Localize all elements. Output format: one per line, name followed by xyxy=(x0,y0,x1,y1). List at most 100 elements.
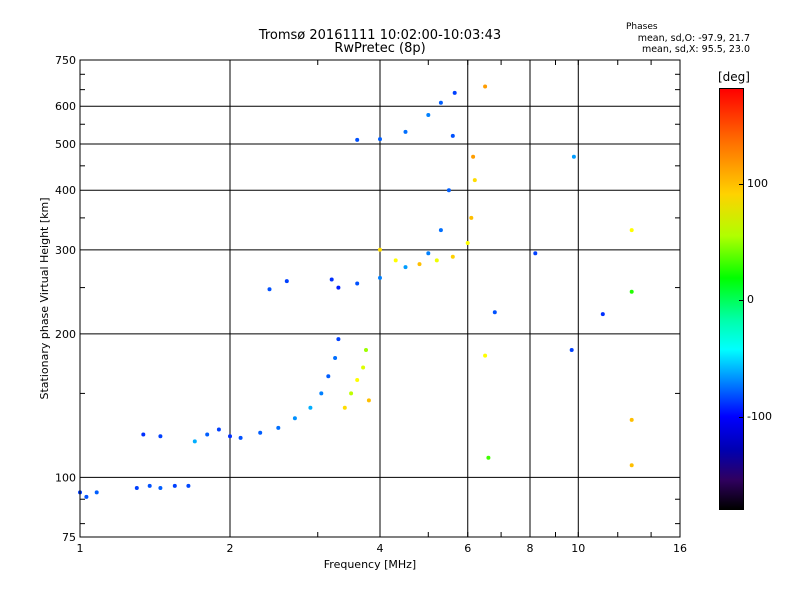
scatter-point xyxy=(426,113,431,117)
scatter-point xyxy=(378,247,382,252)
scatter-point xyxy=(329,277,334,282)
scatter-point xyxy=(333,356,338,360)
scatter-point xyxy=(84,494,89,499)
y-tick-label: 750 xyxy=(55,54,76,67)
scatter-point xyxy=(336,285,341,290)
scatter-point xyxy=(438,228,443,233)
stats-line-x: mean, sd,X: 95.5, 23.0 xyxy=(641,44,750,55)
scatter-point xyxy=(355,137,360,142)
scatter-point xyxy=(216,427,221,432)
scatter-points xyxy=(78,84,634,499)
y-axis-label: Stationary phase Virtual Height [km] xyxy=(38,197,51,399)
colorbar-tick-mark xyxy=(739,417,744,418)
scatter-point xyxy=(355,378,360,382)
x-tick-label: 2 xyxy=(227,542,234,555)
scatter-point xyxy=(94,490,99,495)
scatter-point xyxy=(438,100,443,105)
scatter-point xyxy=(308,405,313,410)
y-tick-label: 600 xyxy=(55,100,76,113)
axis-ticks: 1 2 4 6 8 10 16 75 100 200 300 400 500 600 750 xyxy=(55,54,687,555)
scatter-point xyxy=(533,251,538,256)
grid-lines xyxy=(80,60,680,537)
scatter-point xyxy=(258,430,263,435)
scatter-point xyxy=(472,178,477,183)
scatter-point xyxy=(366,398,371,403)
chart-subtitle: RwPretec (8p) xyxy=(334,41,426,56)
x-tick-label: 6 xyxy=(464,542,471,555)
phase-colorbar xyxy=(719,88,744,510)
x-tick-label: 1 xyxy=(77,542,84,555)
scatter-point xyxy=(469,215,474,220)
x-tick-label: 10 xyxy=(571,542,585,555)
chart-title: Tromsø 20161111 10:02:00-10:03:43 xyxy=(258,28,502,43)
scatter-point xyxy=(276,425,281,430)
scatter-point xyxy=(205,432,210,437)
colorbar-tick-label: 0 xyxy=(747,293,754,306)
scatter-point xyxy=(349,391,354,396)
y-tick-label: 200 xyxy=(55,328,76,341)
scatter-point xyxy=(403,129,408,134)
scatter-point xyxy=(186,483,191,488)
scatter-point xyxy=(361,365,366,370)
scatter-point xyxy=(172,483,177,488)
y-tick-label: 100 xyxy=(55,471,76,484)
scatter-point xyxy=(629,417,634,422)
scatter-point xyxy=(326,374,331,379)
colorbar-tick-mark xyxy=(739,184,744,185)
scatter-point xyxy=(465,241,470,245)
y-tick-label: 500 xyxy=(55,138,76,151)
y-tick-label: 75 xyxy=(62,531,76,544)
scatter-point xyxy=(446,188,451,193)
scatter-point xyxy=(292,416,297,421)
scatter-point xyxy=(158,486,163,490)
scatter-point xyxy=(483,353,488,358)
x-axis-label: Frequency [MHz] xyxy=(324,558,416,571)
scatter-point xyxy=(284,279,289,284)
y-tick-label: 400 xyxy=(55,184,76,197)
x-tick-label: 16 xyxy=(673,542,687,555)
scatter-point xyxy=(378,137,382,142)
scatter-point xyxy=(450,133,455,138)
scatter-point xyxy=(571,154,576,159)
scatter-point xyxy=(319,391,324,396)
x-tick-label: 8 xyxy=(527,542,534,555)
scatter-point xyxy=(355,281,360,286)
scatter-point xyxy=(629,289,634,294)
colorbar-label: [deg] xyxy=(718,70,750,84)
scatter-point xyxy=(417,262,422,267)
scatter-point xyxy=(492,310,497,315)
scatter-point xyxy=(483,84,488,89)
scatter-point xyxy=(452,90,457,95)
stats-title: Phases xyxy=(626,22,658,32)
scatter-point xyxy=(134,486,139,490)
scatter-point xyxy=(486,455,491,460)
colorbar-tick-mark xyxy=(739,300,744,301)
stats-line-o: mean, sd,O: -97.9, 21.7 xyxy=(637,33,750,44)
x-tick-label: 4 xyxy=(377,542,384,555)
y-tick-label: 300 xyxy=(55,244,76,257)
scatter-point xyxy=(378,275,382,280)
colorbar-tick-label: -100 xyxy=(747,410,772,423)
scatter-point xyxy=(267,287,272,292)
scatter-point xyxy=(403,265,408,270)
scatter-point xyxy=(364,348,368,352)
scatter-point xyxy=(192,439,197,444)
scatter-point xyxy=(147,483,152,488)
scatter-point xyxy=(228,434,232,439)
scatter-point xyxy=(426,251,431,256)
scatter-point xyxy=(393,258,398,263)
scatter-point xyxy=(434,258,439,263)
scatter-point xyxy=(141,432,146,437)
scatter-point xyxy=(471,154,476,159)
scatter-point xyxy=(629,463,634,468)
scatter-point xyxy=(629,228,634,233)
scatter-point xyxy=(450,254,455,259)
scatter-point xyxy=(336,337,341,342)
scatter-point xyxy=(600,312,605,317)
scatter-point xyxy=(342,405,347,410)
colorbar-tick-label: 100 xyxy=(747,177,768,190)
scatter-point xyxy=(238,435,243,440)
scatter-point xyxy=(569,348,574,352)
scatter-point xyxy=(158,434,163,439)
